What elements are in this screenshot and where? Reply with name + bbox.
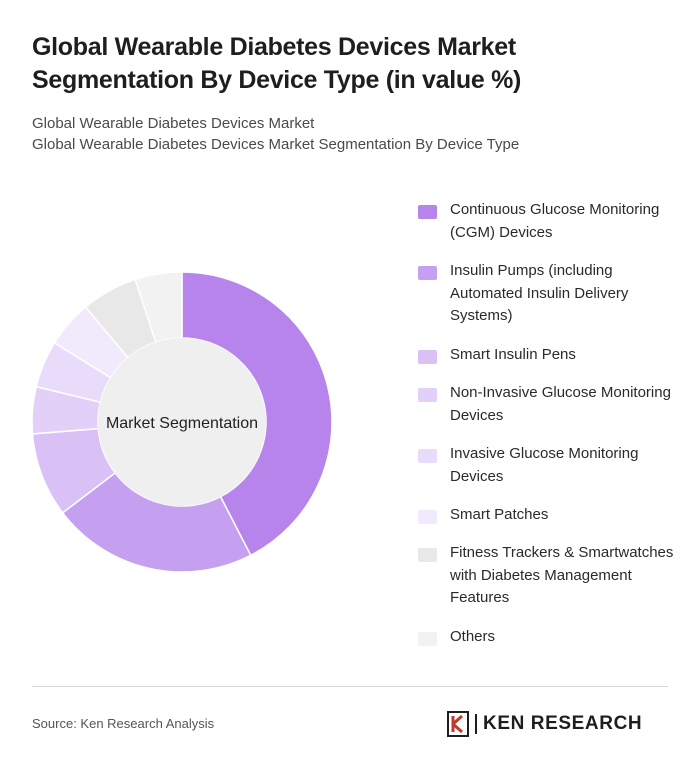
subtitle-line-1: Global Wearable Diabetes Devices Market (32, 115, 315, 132)
legend-swatch (418, 388, 437, 402)
ken-research-logo: KEN RESEARCH (447, 711, 669, 737)
legend-swatch (418, 205, 437, 219)
footer-divider (32, 686, 668, 687)
chart-title: Global Wearable Diabetes Devices Market … (32, 33, 522, 94)
legend-swatch (418, 510, 437, 524)
legend-label: Insulin Pumps (including Automated Insul… (450, 262, 629, 324)
legend-label: Non-Invasive Glucose Monitoring Devices (450, 384, 671, 424)
legend-label: Continuous Glucose Monitoring (CGM) Devi… (450, 201, 660, 241)
chart-subtitle: Global Wearable Diabetes Devices Market … (32, 113, 652, 155)
legend-swatch (418, 632, 437, 646)
source-note: Source: Ken Research Analysis (32, 716, 215, 731)
center-label: Market Segmentation (106, 415, 258, 432)
legend-label: Invasive Glucose Monitoring Devices (450, 445, 639, 485)
logo-separator (475, 714, 477, 734)
donut-center (98, 338, 266, 506)
legend-label: Fitness Trackers & Smartwatches with Dia… (450, 544, 674, 606)
legend-swatch (418, 548, 437, 562)
donut-chart: Market Segmentation (31, 271, 333, 573)
ken-research-logo-icon (447, 711, 469, 737)
subtitle-line-2: Global Wearable Diabetes Devices Market … (32, 136, 520, 153)
logo-text: KEN RESEARCH (483, 713, 643, 734)
legend-label: Smart Insulin Pens (450, 346, 576, 363)
legend-swatch (418, 266, 437, 280)
legend-swatch (418, 350, 437, 364)
legend-swatch (418, 449, 437, 463)
legend-label: Others (450, 628, 496, 645)
legend-label: Smart Patches (450, 506, 549, 523)
